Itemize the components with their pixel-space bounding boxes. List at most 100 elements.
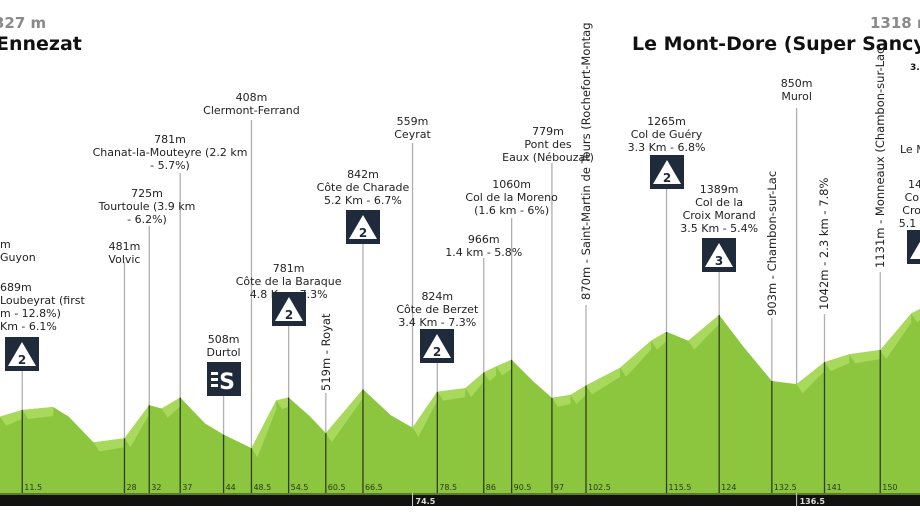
tick-label: 97 bbox=[554, 483, 564, 492]
marker-label-line: 689m bbox=[0, 281, 32, 294]
tick-label: 28 bbox=[126, 483, 136, 492]
marker-label-line: (1.6 km - 6%) bbox=[474, 204, 550, 217]
marker-label: 779m Pont des Eaux (Nébouzat) bbox=[502, 125, 594, 164]
tick-label: 124 bbox=[721, 483, 736, 492]
marker-label: 508m Durtol bbox=[207, 333, 241, 359]
tick-label: 102.5 bbox=[588, 483, 611, 492]
finish-elevation: 1318 m bbox=[870, 14, 920, 32]
mountain-triangle-icon: 2 bbox=[348, 215, 377, 240]
vertical-marker-label: 1042m - 2.3 km - 7.8% bbox=[817, 177, 832, 310]
marker-label: 689m Loubeyrat (first m - 12.8%) Km - 6.1% bbox=[0, 281, 85, 333]
marker-label-line: 1.4 km - 5.8% bbox=[445, 246, 523, 259]
distance-bar bbox=[0, 495, 920, 506]
climb-category: 2 bbox=[359, 226, 367, 240]
climb-highlight bbox=[911, 309, 920, 323]
marker-label-line: 3.3 Km - 6.8% bbox=[627, 141, 706, 154]
marker-label: 1389m Col de la Croix Morand 3.5 Km - 5.4% bbox=[680, 183, 758, 235]
svg-text:S: S bbox=[219, 370, 235, 395]
climb-category-icon: 2 bbox=[420, 329, 455, 363]
climb-category: 2 bbox=[284, 308, 292, 322]
tick-label: 48.5 bbox=[253, 483, 271, 492]
marker-label-line: 842m bbox=[347, 168, 379, 181]
marker-label-line: Ceyrat bbox=[394, 128, 431, 141]
marker-label-line: Col de bbox=[904, 191, 920, 204]
profile-area bbox=[0, 309, 920, 493]
climb-highlight bbox=[124, 405, 150, 448]
marker-label-line: Le M bbox=[900, 143, 920, 156]
climb-category-icon: 2 bbox=[906, 230, 920, 264]
climb-highlight bbox=[496, 359, 512, 376]
tick-label: 32 bbox=[151, 483, 161, 492]
marker-label-line: Croix R bbox=[902, 204, 920, 217]
climb-highlight bbox=[620, 340, 652, 377]
marker-label-line: 1265m bbox=[647, 115, 686, 128]
marker-label: 966m 1.4 km - 5.8% bbox=[445, 233, 522, 259]
climb-category: 2 bbox=[433, 345, 441, 359]
marker-label-line: m bbox=[0, 238, 11, 251]
climb-highlight bbox=[412, 391, 438, 437]
marker-label-line: 779m bbox=[532, 125, 564, 138]
climb-highlight bbox=[22, 407, 54, 419]
climb-highlight bbox=[796, 362, 825, 394]
tick-label: 132.5 bbox=[774, 483, 797, 492]
marker-label-line: 3. bbox=[910, 63, 920, 73]
tick-label: 66.5 bbox=[365, 483, 383, 492]
sprint-icon: S bbox=[206, 362, 241, 396]
vertical-marker-label: 519m - Royat bbox=[318, 313, 333, 392]
marker-label: 725m Tourtoule (3.9 km - 6.2%) bbox=[99, 187, 196, 226]
marker-label-line: Volvic bbox=[108, 253, 141, 266]
marker-label-line: Eaux (Nébouzat) bbox=[502, 151, 594, 164]
marker-label-line: Loubeyrat (first bbox=[0, 294, 85, 307]
marker-label: 781m Chanat-la-Mouteyre (2.2 km - 5.7%) bbox=[93, 133, 248, 172]
marker-label: 1265m Col de Guéry 3.3 Km - 6.8% bbox=[628, 115, 706, 154]
marker-label: 842m Côte de Charade 5.2 Km - 6.7% bbox=[317, 168, 410, 207]
climb-highlight bbox=[483, 366, 497, 382]
climb-highlight bbox=[651, 331, 667, 350]
marker-label-line: Durtol bbox=[206, 346, 241, 359]
marker-label-line: Côte de Berzet bbox=[396, 303, 479, 316]
marker-label-line: - 6.2%) bbox=[127, 213, 167, 226]
tick-label: 54.5 bbox=[291, 483, 309, 492]
marker-label-line: Col de la Moreno bbox=[465, 191, 558, 204]
climb-highlight bbox=[93, 438, 125, 452]
marker-label-line: 725m bbox=[131, 187, 163, 200]
tick-label: 90.5 bbox=[514, 483, 532, 492]
marker-label-line: 1447 bbox=[907, 178, 920, 191]
climb-category-icon: 2 bbox=[649, 155, 684, 189]
mountain-triangle-icon: 2 bbox=[652, 160, 681, 185]
marker-label-line: m - 12.8%) bbox=[0, 307, 61, 320]
mountain-triangle-icon: 2 bbox=[909, 241, 920, 260]
climb-category-icon: 3 bbox=[702, 238, 737, 272]
climb-highlight bbox=[824, 354, 850, 372]
vertical-marker-label: 1131m - Monneaux (Chambon-sur-Lac bbox=[873, 47, 888, 268]
climb-highlight bbox=[251, 400, 277, 458]
marker-label-line: Chanat-la-Mouteyre (2.2 km bbox=[92, 146, 248, 159]
climb-highlight bbox=[276, 397, 289, 410]
tick-label: 60.5 bbox=[328, 483, 346, 492]
marker-label-line: 824m bbox=[421, 290, 454, 303]
marker-label-line: 559m bbox=[396, 115, 429, 128]
marker-label-line: Km - 6.1% bbox=[0, 320, 57, 333]
marker-label-line: 850m bbox=[780, 77, 813, 90]
marker-label: 850m Murol bbox=[781, 77, 813, 103]
climb-highlight bbox=[551, 394, 571, 407]
tick-label: 44 bbox=[226, 483, 236, 492]
marker-label-line: 481m bbox=[108, 240, 141, 253]
bar-tick-label: 136.5 bbox=[800, 497, 826, 506]
profile-baseline bbox=[0, 493, 920, 495]
tick-label: 141 bbox=[826, 483, 841, 492]
marker-label: 1060m Col de la Moreno (1.6 km - 6%) bbox=[465, 178, 557, 217]
marker-label-line: 1389m bbox=[699, 183, 739, 196]
marker-label-line: 5.2 Km - 6.7% bbox=[324, 194, 402, 207]
climb-highlight bbox=[688, 315, 720, 350]
marker-label-line: 966m bbox=[467, 233, 500, 246]
start-town: Ennezat bbox=[0, 33, 82, 55]
mountain-triangle-icon: 3 bbox=[705, 243, 734, 268]
climb-highlight bbox=[161, 397, 181, 418]
marker-label-line: Côte de Charade bbox=[316, 181, 410, 194]
marker-label-line: 781m bbox=[272, 262, 305, 275]
tick-label: 150 bbox=[882, 483, 897, 492]
mountain-triangle-icon: 2 bbox=[8, 342, 37, 367]
marker-label-line: 5.1 Km - bbox=[898, 217, 920, 230]
